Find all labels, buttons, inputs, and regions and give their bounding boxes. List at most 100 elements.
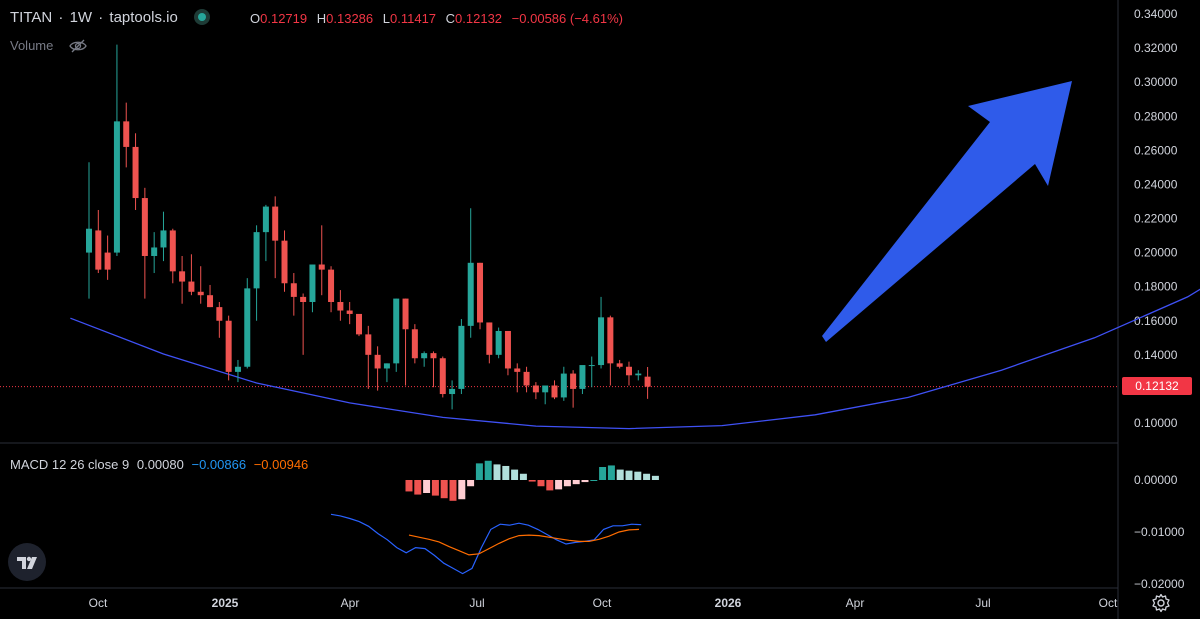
candle: [337, 290, 344, 321]
candle: [328, 266, 335, 313]
candle-body: [300, 296, 307, 303]
high-label: H: [316, 11, 327, 26]
low-value: 0.11417: [390, 11, 437, 26]
candle: [625, 361, 632, 386]
candle-body: [281, 240, 288, 284]
macd-tick-label: 0.00000: [1134, 473, 1178, 487]
time-tick-label: Oct: [1099, 596, 1118, 610]
close-value: 0.12132: [455, 11, 503, 26]
candle-body: [439, 358, 446, 395]
candle-body: [309, 264, 316, 303]
candle-body: [635, 373, 642, 376]
ohlc-legend: O0.12719 H0.13286 L0.11417 C0.12132 −0.0…: [250, 11, 629, 26]
candle-body: [113, 121, 120, 253]
interval-label[interactable]: 1W: [69, 9, 93, 26]
candle: [253, 225, 260, 321]
eye-off-icon[interactable]: [69, 39, 87, 53]
candle: [402, 298, 409, 386]
macd-histogram-bar: [634, 471, 642, 480]
macd-histogram-bar: [423, 480, 431, 493]
macd-histogram-bar: [643, 473, 651, 480]
candle: [281, 230, 288, 292]
candle: [188, 254, 195, 296]
candle: [439, 356, 446, 398]
candle: [616, 359, 623, 369]
symbol-name[interactable]: TITAN: [10, 9, 53, 26]
macd-hist-value: 0.00080: [136, 457, 184, 472]
macd-histogram-bar: [519, 473, 527, 480]
data-source[interactable]: taptools.io: [109, 9, 178, 26]
candle-body: [86, 228, 92, 253]
candle: [523, 366, 530, 393]
volume-label: Volume: [10, 38, 54, 53]
time-tick-label: Apr: [341, 596, 360, 610]
candle-body: [346, 310, 353, 314]
candle-body: [104, 252, 111, 270]
candle-body: [225, 320, 232, 372]
candle-body: [160, 230, 167, 248]
candle-body: [588, 365, 595, 367]
candle: [169, 228, 176, 284]
tradingview-logo-icon[interactable]: [8, 543, 46, 581]
macd-histogram-bar: [440, 480, 448, 499]
price-tick-label: 0.22000: [1134, 212, 1178, 226]
macd-histogram-bar: [528, 480, 536, 482]
macd-histogram-bar: [431, 480, 439, 496]
macd-histogram-bar: [546, 480, 554, 491]
candle-body: [402, 298, 409, 330]
candle: [244, 278, 251, 369]
candle: [458, 319, 465, 395]
candle-body: [272, 206, 279, 241]
open-value: 0.12719: [260, 11, 308, 26]
candle: [207, 284, 214, 308]
separator: ·: [98, 9, 104, 26]
macd-histogram-bar: [651, 475, 659, 480]
time-tick-label: Oct: [593, 596, 612, 610]
candle-body: [570, 373, 577, 389]
candle: [300, 293, 307, 355]
candle-body: [598, 317, 605, 366]
time-tick-label: Apr: [846, 596, 865, 610]
candle: [383, 363, 390, 383]
candle: [272, 196, 279, 279]
macd-histogram-bar: [475, 463, 483, 480]
candle-body: [216, 307, 223, 321]
signal-line: [408, 528, 640, 556]
market-status-icon[interactable]: [193, 9, 210, 25]
candle-body: [383, 363, 390, 369]
candle-body: [207, 295, 214, 308]
symbol-header[interactable]: TITAN · 1W · taptools.io: [10, 9, 212, 26]
candle-body: [244, 288, 251, 367]
candle: [123, 102, 130, 168]
volume-legend[interactable]: Volume: [10, 38, 87, 53]
macd-signal-value: −0.00946: [253, 457, 309, 472]
candle-body: [430, 353, 437, 359]
candle: [449, 380, 456, 410]
price-tick-label: 0.26000: [1134, 143, 1178, 157]
candle: [179, 255, 186, 304]
candle: [262, 204, 269, 262]
candle-body: [467, 262, 474, 326]
change-value: −0.00586 (−4.61%): [511, 11, 623, 26]
candle: [588, 356, 595, 388]
candle-body: [262, 206, 269, 233]
macd-histogram-bar: [467, 480, 475, 487]
candle-body: [253, 232, 260, 289]
macd-histogram-bar: [616, 469, 624, 480]
price-tick-label: 0.20000: [1134, 246, 1178, 260]
candle: [560, 366, 567, 401]
candle: [607, 315, 614, 386]
candle-body: [337, 302, 344, 311]
candle: [309, 264, 316, 313]
candle-body: [123, 121, 130, 147]
macd-histogram-bar: [563, 480, 571, 487]
candle: [104, 235, 111, 280]
settings-gear-icon[interactable]: [1151, 593, 1171, 613]
candle: [160, 211, 167, 262]
candle-body: [607, 317, 614, 364]
macd-legend[interactable]: MACD 12 26 close 9 0.00080 −0.00866 −0.0…: [10, 457, 308, 472]
candle: [151, 232, 158, 274]
candle-body: [616, 363, 623, 367]
candle: [290, 273, 297, 316]
